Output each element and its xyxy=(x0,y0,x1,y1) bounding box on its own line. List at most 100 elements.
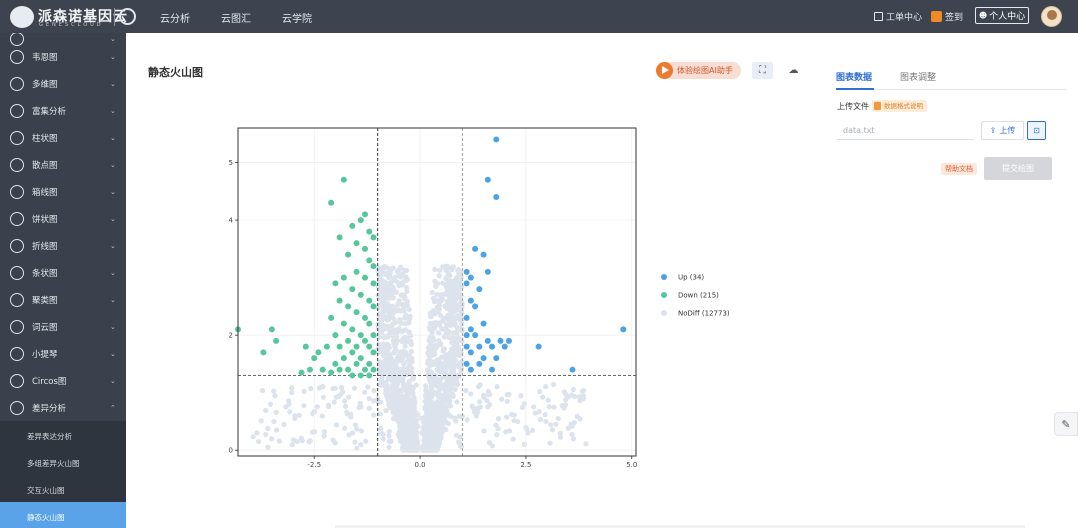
fullscreen-button[interactable]: ⛶ xyxy=(752,62,773,79)
nodiff-point xyxy=(448,354,454,360)
nav-cloud-academy[interactable]: 云学院 xyxy=(282,14,312,25)
nodiff-point xyxy=(405,400,411,407)
nodiff-point xyxy=(386,433,392,439)
logo-mark-icon xyxy=(10,6,34,28)
sidebar-subitem-diff-expression[interactable]: 差异表达分析 xyxy=(0,421,126,448)
sidebar-item-enrichment[interactable]: 富集分析 ⌄ xyxy=(0,97,126,124)
nav-cloud-analysis[interactable]: 云分析 xyxy=(160,14,190,25)
nodiff-point xyxy=(426,353,432,359)
sidebar-item-bar[interactable]: 柱状图 ⌄ xyxy=(0,124,126,151)
sign-in-label: 签到 xyxy=(945,13,964,23)
nodiff-point xyxy=(378,425,384,432)
logo-divider xyxy=(114,8,115,26)
submit-plot-button[interactable]: 提交绘图 xyxy=(984,157,1052,180)
sidebar-subitem-multigroup-volcano[interactable]: 多组差异火山图 xyxy=(0,448,126,475)
nodiff-point xyxy=(273,409,279,415)
tab-divider xyxy=(836,89,1066,90)
nodiff-point xyxy=(435,341,442,348)
help-doc-link[interactable]: 帮助文档 xyxy=(941,163,977,175)
upload-button-label: 上传 xyxy=(999,126,1016,135)
nodiff-point xyxy=(338,384,345,391)
sidebar-item-multidim[interactable]: 多维图 ⌄ xyxy=(0,70,126,97)
file-name-field[interactable]: data.txt xyxy=(837,121,974,140)
nodiff-point xyxy=(406,320,412,326)
nodiff-point xyxy=(399,366,405,372)
nodiff-point xyxy=(391,365,397,371)
view-file-button[interactable]: ⊡ xyxy=(1027,121,1046,140)
nodiff-point xyxy=(409,359,415,365)
nodiff-point xyxy=(437,267,443,274)
sidebar-subitem-static-volcano[interactable]: 静态火山图 xyxy=(0,502,126,528)
ai-assistant-label: 体验绘图AI助手 xyxy=(677,66,733,75)
nodiff-point xyxy=(415,423,421,430)
sidebar-item-diff[interactable]: 差异分析 ⌃ xyxy=(0,394,126,421)
sidebar-subitem-label: 差异表达分析 xyxy=(27,432,72,441)
sign-in-link[interactable]: 签到 xyxy=(931,10,963,23)
sidebar-item-strip[interactable]: 条状图 ⌄ xyxy=(0,259,126,286)
up-point xyxy=(484,268,491,275)
nodiff-point xyxy=(363,438,369,444)
down-point xyxy=(362,366,369,373)
sidebar-item-boxplot[interactable]: 箱线图 ⌄ xyxy=(0,178,126,205)
sidebar-item-violin[interactable]: 小提琴 ⌄ xyxy=(0,340,126,367)
genescloud-logo[interactable]: 派森诺基因云 GENESCLOUD xyxy=(10,5,136,29)
tab-chart-adjust[interactable]: 图表调整 xyxy=(900,73,937,83)
sidebar-subitem-interactive-volcano[interactable]: 交互火山图 xyxy=(0,475,126,502)
up-point xyxy=(480,251,487,258)
down-point xyxy=(357,372,364,379)
sidebar-item-venn[interactable]: 韦恩图 ⌄ xyxy=(0,43,126,70)
nodiff-point xyxy=(405,371,411,377)
chevron-down-icon: ⌄ xyxy=(110,295,116,304)
y-tick-label: 5 xyxy=(229,159,233,167)
sidebar-item-label: 韦恩图 xyxy=(32,52,58,63)
up-point xyxy=(484,337,491,344)
nodiff-point xyxy=(366,405,372,411)
nodiff-point xyxy=(397,428,403,434)
nodiff-point xyxy=(267,401,274,407)
nodiff-point xyxy=(398,393,404,399)
sample-format-badge[interactable]: 数据格式说明 xyxy=(872,100,927,112)
sidebar-item-line[interactable]: 折线图 ⌄ xyxy=(0,232,126,259)
chevron-up-icon: ⌃ xyxy=(110,403,116,412)
sidebar-item-pie[interactable]: 饼状图 ⌄ xyxy=(0,205,126,232)
nodiff-point xyxy=(450,345,456,351)
sidebar-item-partial[interactable]: ⌄ xyxy=(0,33,126,52)
legend-label-nodiff: NoDiff (12773) xyxy=(678,310,730,318)
nodiff-point xyxy=(407,431,414,437)
nodiff-point xyxy=(404,382,410,388)
edit-feedback-button[interactable]: ✎ xyxy=(1054,412,1078,436)
personal-center-button[interactable]: ☻ 个人中心 xyxy=(975,7,1029,24)
nodiff-point xyxy=(440,418,446,425)
sidebar-item-cluster[interactable]: 聚类图 ⌄ xyxy=(0,286,126,313)
sidebar-item-scatter[interactable]: 散点图 ⌄ xyxy=(0,151,126,178)
down-point xyxy=(357,217,364,224)
nodiff-point xyxy=(443,370,449,376)
sidebar-item-wordcloud[interactable]: 词云图 ⌄ xyxy=(0,313,126,340)
nodiff-point xyxy=(392,397,398,403)
nodiff-point xyxy=(380,341,387,347)
nodiff-point xyxy=(377,411,383,417)
ticket-center-link[interactable]: 工单中心 xyxy=(874,10,922,23)
download-button[interactable]: ☁ xyxy=(783,62,804,79)
sidebar-item-circos[interactable]: Circos图 ⌄ xyxy=(0,367,126,394)
nodiff-point xyxy=(281,421,287,428)
nodiff-point xyxy=(301,388,307,394)
nodiff-cloud xyxy=(250,263,589,453)
nodiff-point xyxy=(404,414,410,420)
avatar[interactable] xyxy=(1041,6,1062,27)
nav-cloud-charts[interactable]: 云图汇 xyxy=(221,14,251,25)
nodiff-point xyxy=(352,422,359,428)
nodiff-point xyxy=(290,437,297,443)
upload-button[interactable]: ⇪ 上传 xyxy=(981,121,1024,140)
ai-assistant-button[interactable]: 体验绘图AI助手 xyxy=(656,62,741,79)
nodiff-point xyxy=(308,385,314,392)
nodiff-point xyxy=(403,349,409,355)
nodiff-point xyxy=(416,445,422,451)
x-tick-label: 0.0 xyxy=(414,461,425,469)
tab-chart-data[interactable]: 图表数据 xyxy=(836,73,873,83)
nodiff-point xyxy=(451,368,457,374)
nodiff-point xyxy=(445,421,451,427)
nodiff-point xyxy=(443,373,449,379)
sidebar-item-label: 小提琴 xyxy=(32,349,58,360)
nodiff-point xyxy=(250,434,256,440)
